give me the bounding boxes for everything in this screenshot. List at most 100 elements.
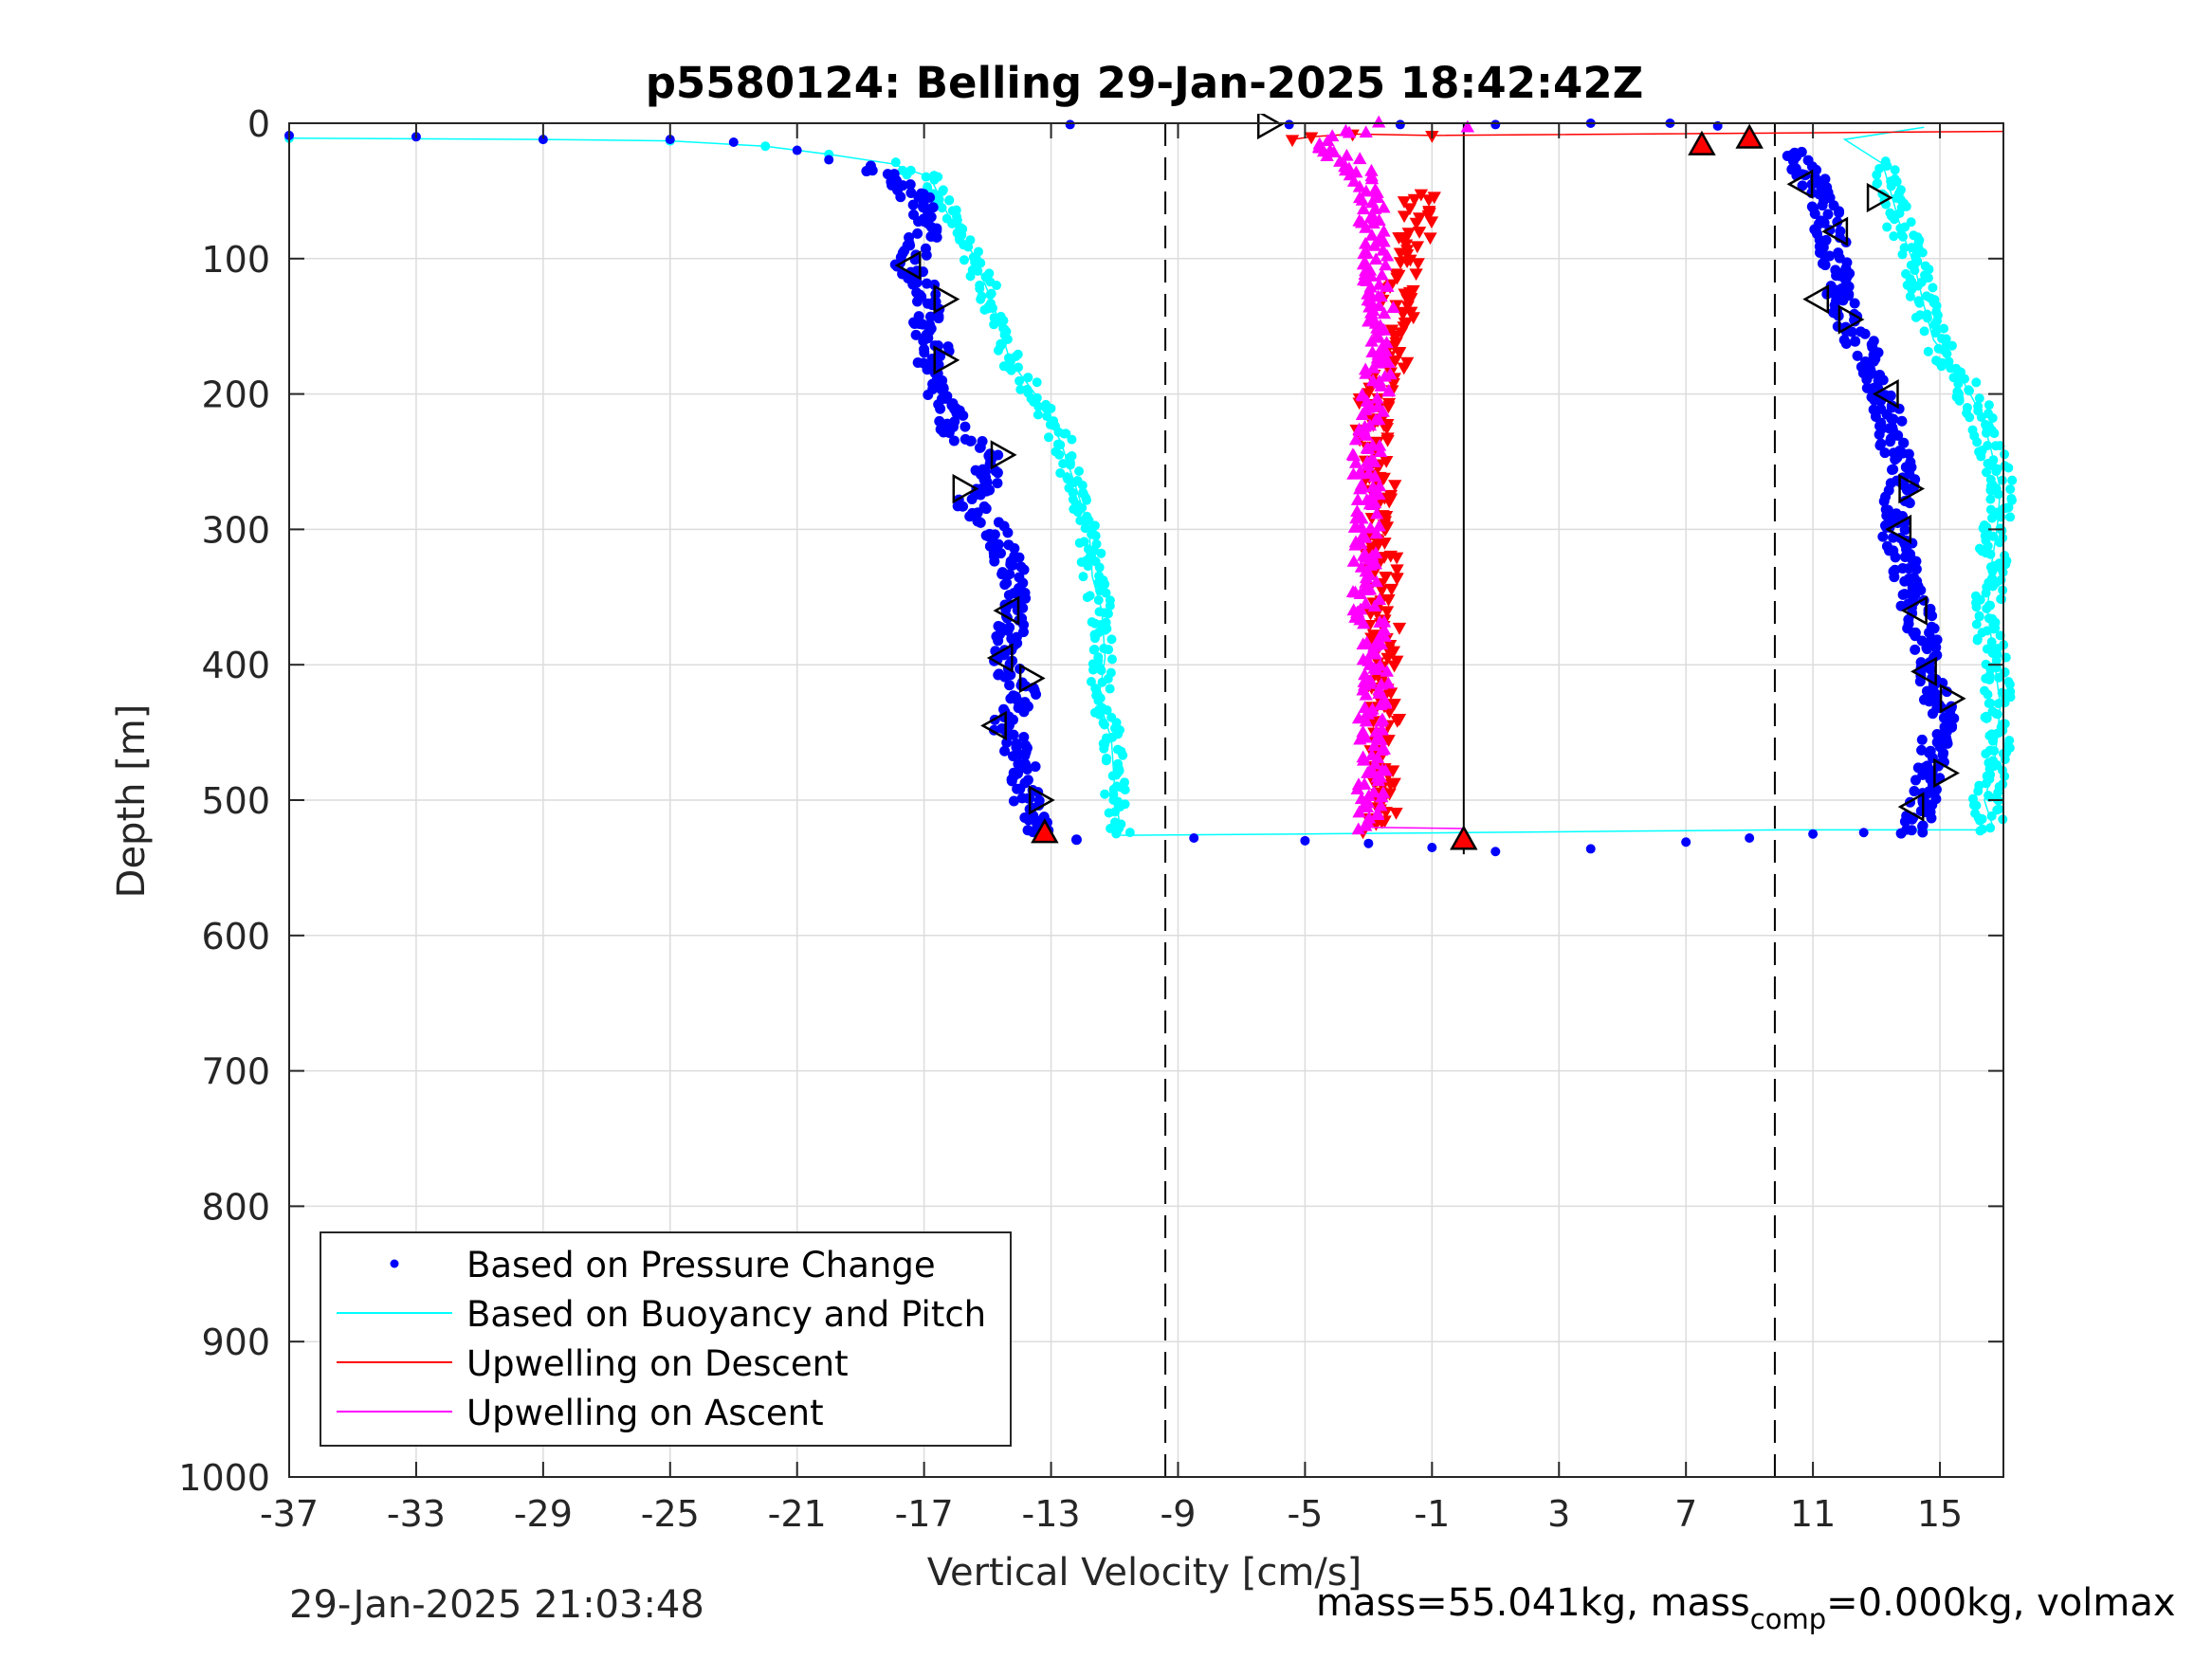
pressure-point [1681,837,1691,848]
pressure-point [1002,527,1014,538]
ascent-marker [1359,366,1373,379]
x-tick-label: -25 [641,1493,700,1535]
y-tick-label: 700 [201,1051,270,1093]
buoyancy-point [1986,637,1997,647]
descent-marker [1381,735,1396,747]
pressure-point [1855,326,1866,337]
ascent-marker [1359,550,1373,563]
pressure-point [1745,832,1755,843]
buoyancy-point [1939,323,1949,334]
buoyancy-point [1095,693,1106,703]
descent-marker [1397,210,1412,224]
pressure-point [1917,827,1929,838]
buoyancy-point [1114,725,1124,736]
buoyancy-point [1919,326,1929,337]
pressure-point [958,501,969,512]
buoyancy-point [979,304,990,315]
open-triangle-marker [933,284,960,315]
ascent-marker [1374,289,1388,302]
buoyancy-point [890,157,901,168]
ascent-marker [1359,579,1374,592]
ascent-marker [1348,432,1363,446]
pressure-point [1395,119,1405,130]
descent-marker [1409,217,1424,230]
ascent-marker [1368,469,1382,483]
x-tick-label: 11 [1790,1493,1836,1535]
ascent-marker [1367,455,1381,467]
buoyancy-point [1987,736,1998,746]
ascent-marker [1346,554,1362,567]
buoyancy-point [1106,634,1117,645]
ascent-marker [1349,511,1363,524]
pressure-point [1427,842,1437,852]
open-triangle-marker [1939,684,1966,714]
pressure-point [1918,694,1929,705]
x-tick-label: 7 [1674,1493,1697,1535]
reference-lines [1164,123,1776,1477]
descent-marker [1387,699,1401,711]
descent-marker [1397,362,1411,375]
pressure-point [1869,394,1880,406]
ascent-marker [1369,574,1383,588]
pressure-point [909,319,921,330]
ascent-marker [1357,246,1371,260]
y-tick-label: 200 [201,374,270,416]
pressure-point [1817,200,1828,211]
buoyancy-point [1923,346,1933,356]
pressure-point [1018,732,1030,743]
descent-marker [1392,622,1407,635]
buoyancy-point [1093,594,1104,605]
ascent-marker [1362,789,1376,801]
legend-label-buoyancy: Based on Buoyancy and Pitch [466,1294,986,1335]
buoyancy-point [1965,412,1975,423]
buoyancy-point [1985,484,1996,495]
pressure-point [1846,326,1857,337]
pressure-point [960,421,971,432]
buoyancy-point [1065,458,1075,468]
open-triangle-marker [1897,792,1925,822]
buoyancy-point [975,283,985,294]
buoyancy-point [1101,756,1111,766]
ascent-marker [1358,255,1372,268]
buoyancy-point [1102,608,1112,618]
open-triangle-marker [980,710,1007,741]
ascent-marker [1377,306,1392,319]
buoyancy-point [1889,231,1899,242]
buoyancy-point [1006,365,1016,375]
y-tick-label: 500 [201,780,270,822]
pressure-point [999,671,1011,683]
pressure-point [905,179,916,191]
buoyancy-point [1993,489,2003,500]
descent-marker [1390,564,1404,577]
pressure-point [918,198,929,210]
ascent-marker [1368,252,1383,265]
ascent-marker [1350,782,1364,794]
pressure-point [1852,350,1863,361]
ascent-marker [1372,592,1387,606]
legend-label-ascent: Upwelling on Ascent [466,1393,824,1433]
open-triangle-marker [952,473,979,504]
ascent-marker [1360,441,1374,454]
legend-swatch-pressure [390,1259,399,1268]
buoyancy-point [902,170,912,180]
descent-marker [1377,552,1392,564]
footer-mass-text: mass=55.041kg, mass [1316,1581,1750,1625]
legend: Based on Pressure Change Based on Buoyan… [320,1231,1012,1447]
descent-marker [1414,189,1429,202]
pressure-point [993,635,1004,647]
pressure-point [1003,590,1015,601]
pressure-point [975,442,986,453]
buoyancy-point [1015,375,1025,386]
x-tick-label: -13 [1022,1493,1081,1535]
buoyancy-point [1055,440,1066,450]
buoyancy-point [1982,713,1992,723]
buoyancy-point [1972,635,1983,646]
buoyancy-point [1094,607,1105,617]
pressure-point [1809,209,1820,220]
descent-marker [1388,480,1402,492]
buoyancy-point [1983,400,1994,410]
pressure-point [1070,834,1082,846]
buoyancy-point [2000,771,2010,781]
ascent-marker [1321,134,1335,147]
buoyancy-point [1994,672,2004,683]
